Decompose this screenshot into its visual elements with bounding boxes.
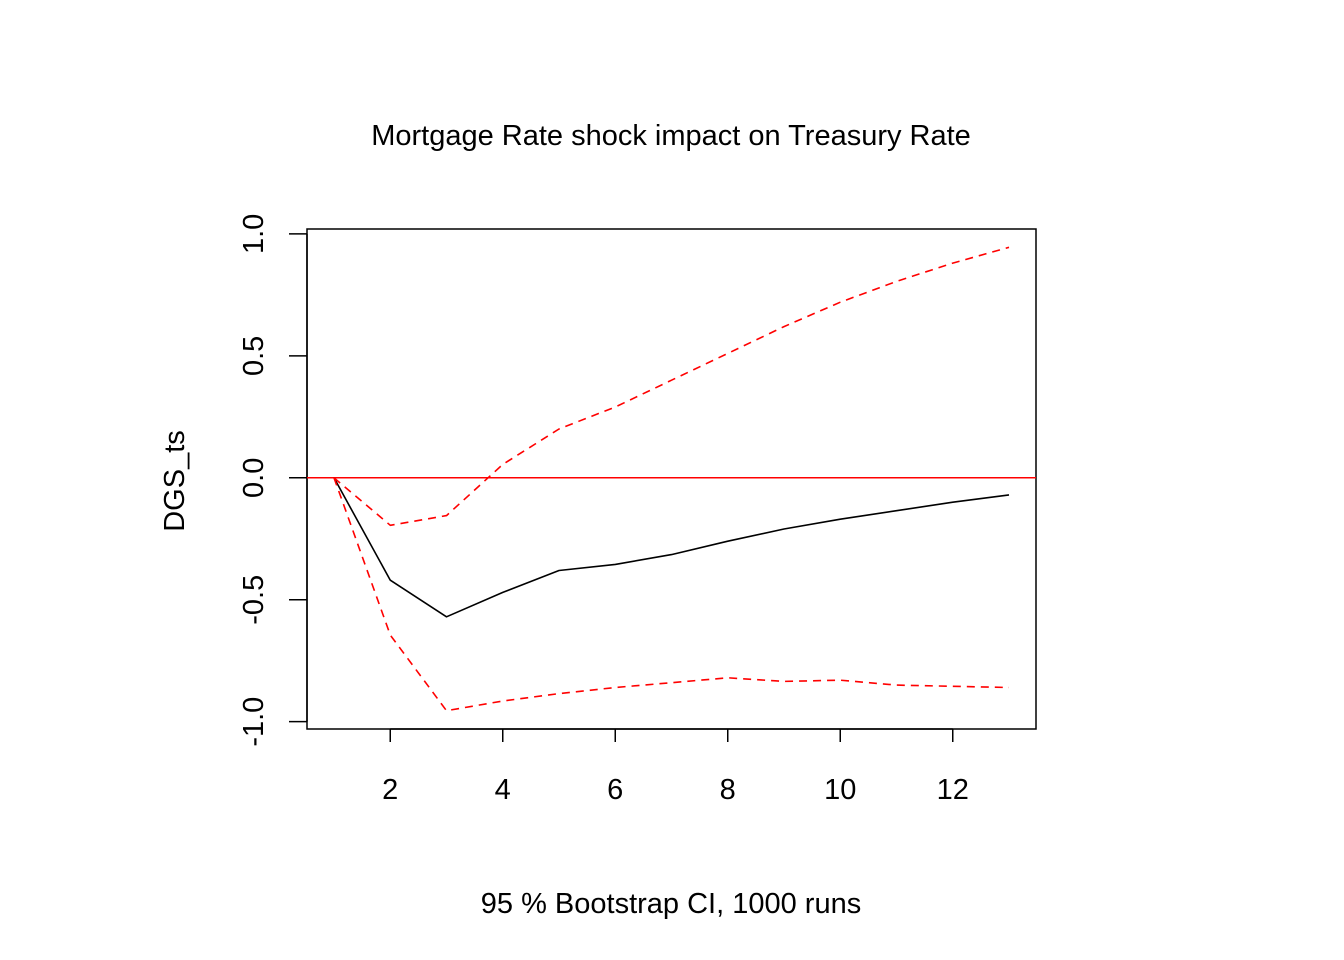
y-tick-label: 0.0 [238, 458, 270, 498]
y-tick-label: 1.0 [238, 214, 270, 254]
y-axis-label: DGS_ts [159, 430, 191, 532]
series-line-lower [333, 477, 1010, 712]
series-line-response [333, 477, 1010, 618]
plot-area: 2 4 6 8 10 12 -1.0 -0.5 0.0 0.5 1.0 [238, 214, 1037, 806]
x-tick-label: 8 [720, 774, 736, 806]
y-tick-label: 0.5 [238, 336, 270, 376]
x-tick-label: 4 [495, 774, 511, 806]
chart-title: Mortgage Rate shock impact on Treasury R… [371, 120, 971, 152]
x-tick-label: 6 [607, 774, 623, 806]
x-axis-label: 95 % Bootstrap CI, 1000 runs [481, 888, 861, 920]
plot-box [306, 228, 1037, 730]
y-tick-label: -0.5 [238, 575, 270, 625]
x-tick-label: 2 [382, 774, 398, 806]
x-tick-label: 10 [824, 774, 856, 806]
x-tick-label: 12 [937, 774, 969, 806]
series-line-upper [333, 246, 1010, 527]
y-tick-label: -1.0 [238, 697, 270, 747]
